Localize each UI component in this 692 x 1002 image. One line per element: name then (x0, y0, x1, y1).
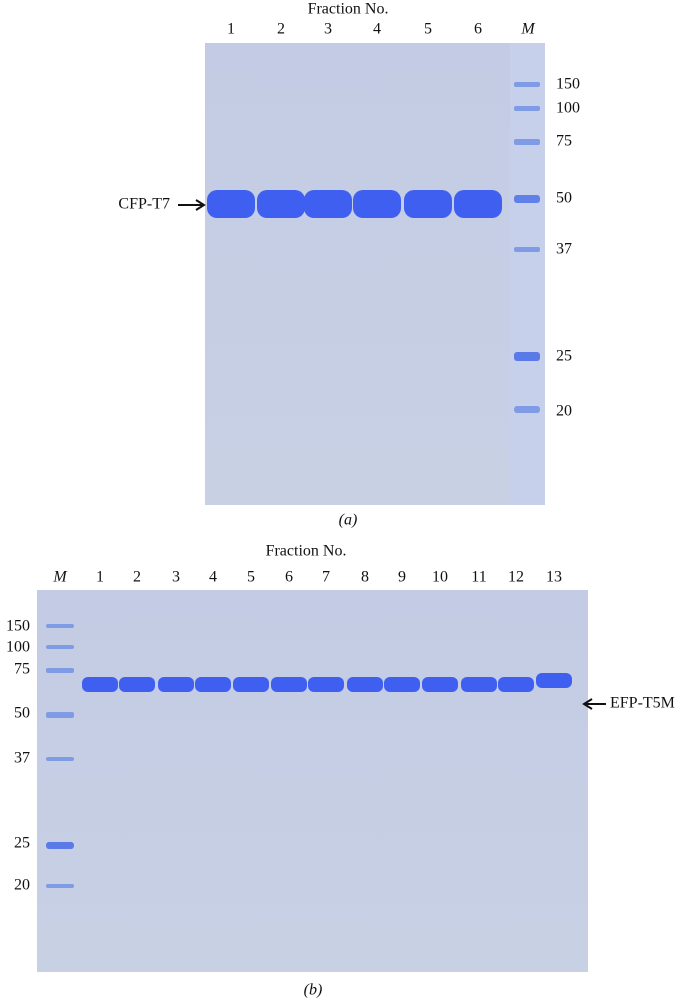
marker-bands-a (514, 82, 540, 413)
band (304, 190, 352, 218)
lane-label: 9 (398, 569, 406, 586)
marker-label: 20 (14, 877, 30, 894)
marker-label: 20 (556, 403, 572, 420)
lane-label: 6 (285, 569, 293, 586)
lane-label: 11 (471, 569, 486, 586)
marker-label: 100 (6, 639, 30, 656)
lane-label: 3 (324, 21, 332, 38)
band (461, 677, 497, 692)
marker-label: 75 (556, 133, 572, 150)
marker-label: 150 (6, 618, 30, 635)
band (353, 190, 401, 218)
lane-label: 5 (424, 21, 432, 38)
band (308, 677, 344, 692)
band-label: EFP-T5M (610, 695, 675, 712)
lane-label: 4 (209, 569, 217, 586)
header: Fraction No. (308, 1, 389, 18)
band (82, 677, 118, 692)
lane-label: 6 (474, 21, 482, 38)
lane-label: 2 (277, 21, 285, 38)
lane-label: M (520, 21, 536, 38)
arrow-head (195, 199, 206, 211)
lane-label: 4 (373, 21, 381, 38)
marker-lane-a (510, 43, 545, 505)
caption: (b) (304, 982, 323, 999)
band (195, 677, 231, 692)
band (119, 677, 155, 692)
arrow-head (582, 698, 593, 710)
band (347, 677, 383, 692)
marker-bands-b (46, 624, 74, 888)
header: Fraction No. (266, 543, 347, 560)
marker-label: 50 (556, 190, 572, 207)
marker-label: 100 (556, 100, 580, 117)
band (384, 677, 420, 692)
lane-label: M (52, 569, 68, 586)
lane-label: 13 (546, 569, 562, 586)
caption: (a) (339, 512, 358, 529)
marker-label: 37 (14, 750, 30, 767)
marker-label: 50 (14, 705, 30, 722)
band (536, 673, 572, 688)
lane-label: 1 (96, 569, 104, 586)
gel-a (205, 43, 545, 505)
lane-label: 2 (133, 569, 141, 586)
lane-label: 1 (227, 21, 235, 38)
marker-label: 150 (556, 76, 580, 93)
lane-label: 12 (508, 569, 524, 586)
protein-bands-a (207, 190, 502, 218)
marker-label: 37 (556, 241, 572, 258)
band (404, 190, 452, 218)
band (454, 190, 502, 218)
gel-b (37, 590, 588, 972)
band-label: CFP-T7 (118, 196, 170, 213)
lane-label: 8 (361, 569, 369, 586)
lane-label: 7 (322, 569, 330, 586)
lane-label: 3 (172, 569, 180, 586)
band (257, 190, 305, 218)
band (158, 677, 194, 692)
band (271, 677, 307, 692)
lane-label: 5 (247, 569, 255, 586)
protein-bands-b (82, 673, 572, 692)
marker-label: 25 (14, 835, 30, 852)
marker-label: 25 (556, 348, 572, 365)
band (207, 190, 255, 218)
lane-label: 10 (432, 569, 448, 586)
marker-label: 75 (14, 661, 30, 678)
band (233, 677, 269, 692)
band (422, 677, 458, 692)
band (498, 677, 534, 692)
